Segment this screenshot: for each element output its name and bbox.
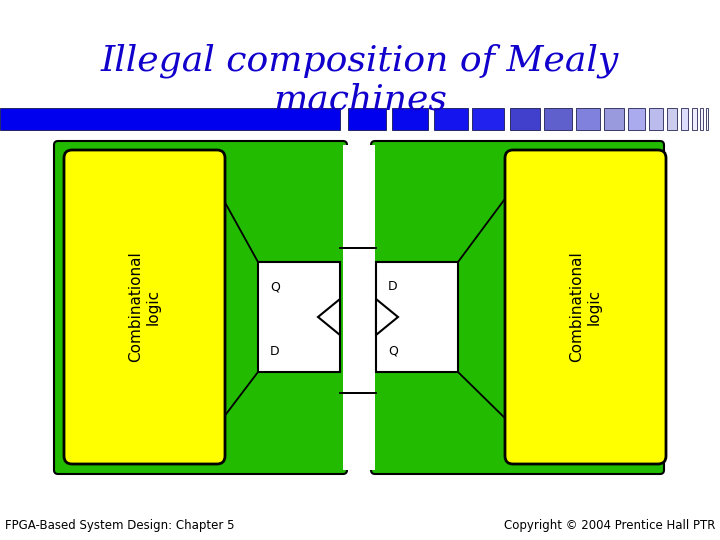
FancyBboxPatch shape: [505, 150, 666, 464]
Polygon shape: [318, 299, 340, 335]
Bar: [348, 108, 386, 130]
FancyBboxPatch shape: [371, 141, 664, 474]
Bar: [434, 108, 468, 130]
Bar: [649, 108, 663, 130]
Text: Combinational
logic: Combinational logic: [128, 252, 161, 362]
Text: D: D: [270, 345, 279, 358]
Bar: [472, 108, 504, 130]
Bar: [392, 108, 428, 130]
Bar: [667, 108, 677, 130]
Bar: [628, 108, 645, 130]
Bar: [510, 108, 540, 130]
Polygon shape: [376, 299, 398, 335]
Bar: [0, 108, 340, 130]
Bar: [692, 108, 697, 130]
Bar: [376, 262, 458, 372]
FancyBboxPatch shape: [54, 141, 347, 474]
Text: FPGA-Based System Design: Chapter 5: FPGA-Based System Design: Chapter 5: [5, 519, 235, 532]
Text: Q: Q: [388, 345, 398, 358]
Bar: [544, 108, 572, 130]
Text: Illegal composition of Mealy
machines: Illegal composition of Mealy machines: [101, 43, 619, 117]
Bar: [681, 108, 688, 130]
Text: D: D: [388, 280, 397, 293]
Bar: [258, 262, 340, 372]
Text: Combinational
logic: Combinational logic: [570, 252, 602, 362]
Bar: [343, 145, 375, 470]
Bar: [576, 108, 600, 130]
Text: Q: Q: [270, 280, 280, 293]
FancyBboxPatch shape: [64, 150, 225, 464]
Text: Copyright © 2004 Prentice Hall PTR: Copyright © 2004 Prentice Hall PTR: [503, 519, 715, 532]
Bar: [700, 108, 703, 130]
Bar: [604, 108, 624, 130]
Bar: [706, 108, 708, 130]
